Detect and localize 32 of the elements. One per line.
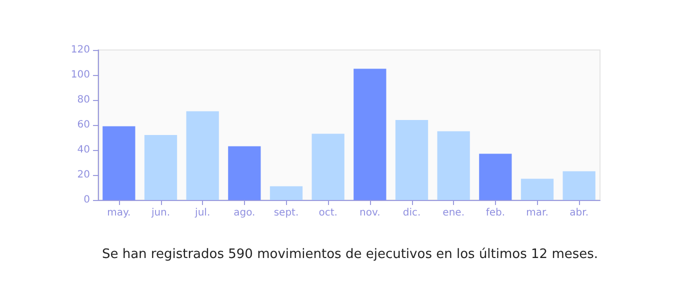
- bar: [437, 131, 470, 200]
- x-tick-label: oct.: [318, 208, 338, 218]
- x-tick-label: ago.: [234, 208, 256, 218]
- x-tick-label: mar.: [526, 208, 548, 218]
- x-tick-label: nov.: [360, 208, 380, 218]
- y-tick-label: 60: [77, 120, 90, 130]
- bar: [562, 171, 596, 200]
- bar: [354, 68, 386, 200]
- text: Se han registrados 590 movimientos de ejecutivos en los últimos 12 meses.: [102, 247, 598, 262]
- bar: [186, 111, 219, 200]
- bar: [228, 146, 261, 200]
- bar: [270, 186, 303, 200]
- y-tick-label: 40: [77, 144, 90, 156]
- bar: [479, 154, 512, 200]
- x-tick-label: jul.: [194, 208, 210, 218]
- x-tick-label: abr.: [570, 208, 589, 218]
- x-tick-label: sept.: [274, 208, 299, 218]
- bar: [395, 120, 428, 200]
- x-tick-label: ene.: [442, 208, 464, 218]
- y-tick-label: 0: [84, 194, 90, 206]
- bar: [312, 134, 344, 200]
- y-tick-label: 80: [77, 94, 90, 106]
- y-tick-label: 120: [70, 44, 90, 56]
- y-tick-label: 100: [70, 70, 90, 80]
- bar: [102, 126, 136, 200]
- x-tick-label: feb.: [486, 208, 506, 218]
- bar: [144, 135, 178, 200]
- bar: [520, 178, 554, 200]
- y-tick-label: 20: [77, 170, 90, 180]
- x-tick-label: jun.: [150, 208, 170, 218]
- x-tick-label: dic.: [402, 208, 421, 218]
- x-tick-label: may.: [107, 208, 131, 218]
